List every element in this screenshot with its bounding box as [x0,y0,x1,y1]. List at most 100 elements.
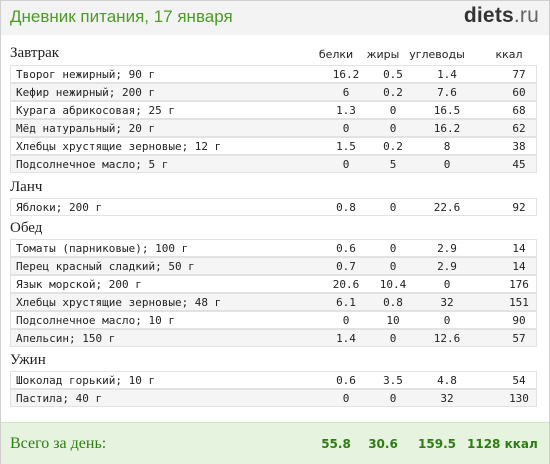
table-row: Яблоки; 200 г 0.8 0 22.6 92 [10,198,537,216]
table-row: Мёд натуральный; 20 г 0 0 16.2 62 [10,119,537,137]
fat-value: 0 [389,104,397,117]
food-name: Мёд натуральный; 20 г [16,122,156,135]
fat-value: 0 [389,260,397,273]
meal-title-dinner: Обед [10,220,43,236]
table-row: Томаты (парниковые); 100 г 0.6 0 2.9 14 [10,239,537,257]
fat-value: 10 [386,314,400,327]
food-name: Яблоки; 200 г [16,201,103,214]
total-kcal: 1128 ккал [467,437,538,451]
carbs-value: 16.2 [433,122,461,135]
total-protein: 55.8 [321,437,351,451]
table-row: Подсолнечное масло; 10 г 0 10 0 90 [10,311,537,329]
header-bar: Дневник питания, 17 января diets.ru [1,1,549,35]
carbs-value: 7.6 [437,86,457,99]
carbs-value: 8 [443,140,451,153]
table-row: Перец красный сладкий; 50 г 0.7 0 2.9 14 [10,257,537,275]
table-row: Пастила; 40 г 0 0 32 130 [10,389,537,407]
carbs-value: 16.5 [433,104,461,117]
food-name: Курага абрикосовая; 25 г [16,104,175,117]
food-name: Кефир нежирный; 200 г [16,86,156,99]
carbs-value: 4.8 [437,374,457,387]
food-name: Подсолнечное масло; 10 г [16,314,175,327]
protein-value: 0 [342,314,350,327]
protein-value: 1.3 [336,104,356,117]
column-header-kcal: ккал [495,48,523,61]
table-row: Хлебцы хрустящие зерновые; 48 г 6.1 0.8 … [10,293,537,311]
table-row: Подсолнечное масло; 5 г 0 5 0 45 [10,155,537,173]
fat-value: 5 [389,158,397,171]
fat-value: 0 [389,242,397,255]
food-name: Хлебцы хрустящие зерновые; 48 г [16,296,222,309]
fat-value: 0 [389,392,397,405]
site-logo[interactable]: diets.ru [464,4,539,28]
fat-value: 0.2 [383,140,403,153]
protein-value: 6.1 [336,296,356,309]
protein-value: 1.5 [336,140,356,153]
protein-value: 0 [342,158,350,171]
fat-value: 0 [389,122,397,135]
carbs-value: 22.6 [433,201,461,214]
fat-value: 0.5 [383,68,403,81]
fat-value: 3.5 [383,374,403,387]
kcal-value: 54 [512,374,526,387]
food-name: Перец красный сладкий; 50 г [16,260,195,273]
column-header-carbs: углеводы [409,48,465,61]
kcal-value: 151 [509,296,529,309]
kcal-value: 68 [512,104,526,117]
table-row: Творог нежирный; 90 г 16.2 0.5 1.4 77 [10,65,537,83]
food-name: Творог нежирный; 90 г [16,68,156,81]
kcal-value: 130 [509,392,529,405]
logo-tld: .ru [513,4,539,27]
meal-title-lunch: Ланч [10,179,43,195]
table-row: Курага абрикосовая; 25 г 1.3 0 16.5 68 [10,101,537,119]
fat-value: 10.4 [379,278,407,291]
total-fat: 30.6 [368,437,398,451]
logo-main: diets [463,4,514,27]
protein-value: 6 [342,86,350,99]
fat-value: 0.2 [383,86,403,99]
carbs-value: 32 [440,296,454,309]
food-name: Апельсин; 150 г [16,332,116,345]
carbs-value: 0 [443,278,451,291]
kcal-value: 38 [512,140,526,153]
protein-value: 20.6 [332,278,360,291]
protein-value: 0.6 [336,374,356,387]
column-header-fat: жиры [366,48,400,61]
protein-value: 16.2 [332,68,360,81]
fat-value: 0 [389,201,397,214]
carbs-value: 2.9 [437,260,457,273]
fat-value: 0 [389,332,397,345]
kcal-value: 14 [512,260,526,273]
kcal-value: 77 [512,68,526,81]
food-name: Хлебцы хрустящие зерновые; 12 г [16,140,222,153]
protein-value: 0.7 [336,260,356,273]
page-title: Дневник питания, 17 января [10,7,233,26]
kcal-value: 176 [509,278,529,291]
kcal-value: 92 [512,201,526,214]
table-row: Язык морской; 200 г 20.6 10.4 0 176 [10,275,537,293]
food-name: Язык морской; 200 г [16,278,142,291]
kcal-value: 62 [512,122,526,135]
daily-total-bar: Всего за день: 55.8 30.6 159.5 1128 ккал [1,422,549,464]
protein-value: 0.6 [336,242,356,255]
kcal-value: 14 [512,242,526,255]
food-name: Томаты (парниковые); 100 г [16,242,189,255]
meal-title-supper: Ужин [10,352,46,368]
total-carbs: 159.5 [418,437,456,451]
table-row: Апельсин; 150 г 1.4 0 12.6 57 [10,329,537,347]
carbs-value: 2.9 [437,242,457,255]
meal-title-breakfast: Завтрак [10,45,60,61]
carbs-value: 32 [440,392,454,405]
protein-value: 0 [342,122,350,135]
food-name: Шоколад горький; 10 г [16,374,156,387]
column-header-protein: белки [318,48,354,61]
table-row: Кефир нежирный; 200 г 6 0.2 7.6 60 [10,83,537,101]
carbs-value: 12.6 [433,332,461,345]
kcal-value: 90 [512,314,526,327]
table-row: Шоколад горький; 10 г 0.6 3.5 4.8 54 [10,371,537,389]
protein-value: 1.4 [336,332,356,345]
protein-value: 0.8 [336,201,356,214]
food-name: Пастила; 40 г [16,392,103,405]
protein-value: 0 [342,392,350,405]
